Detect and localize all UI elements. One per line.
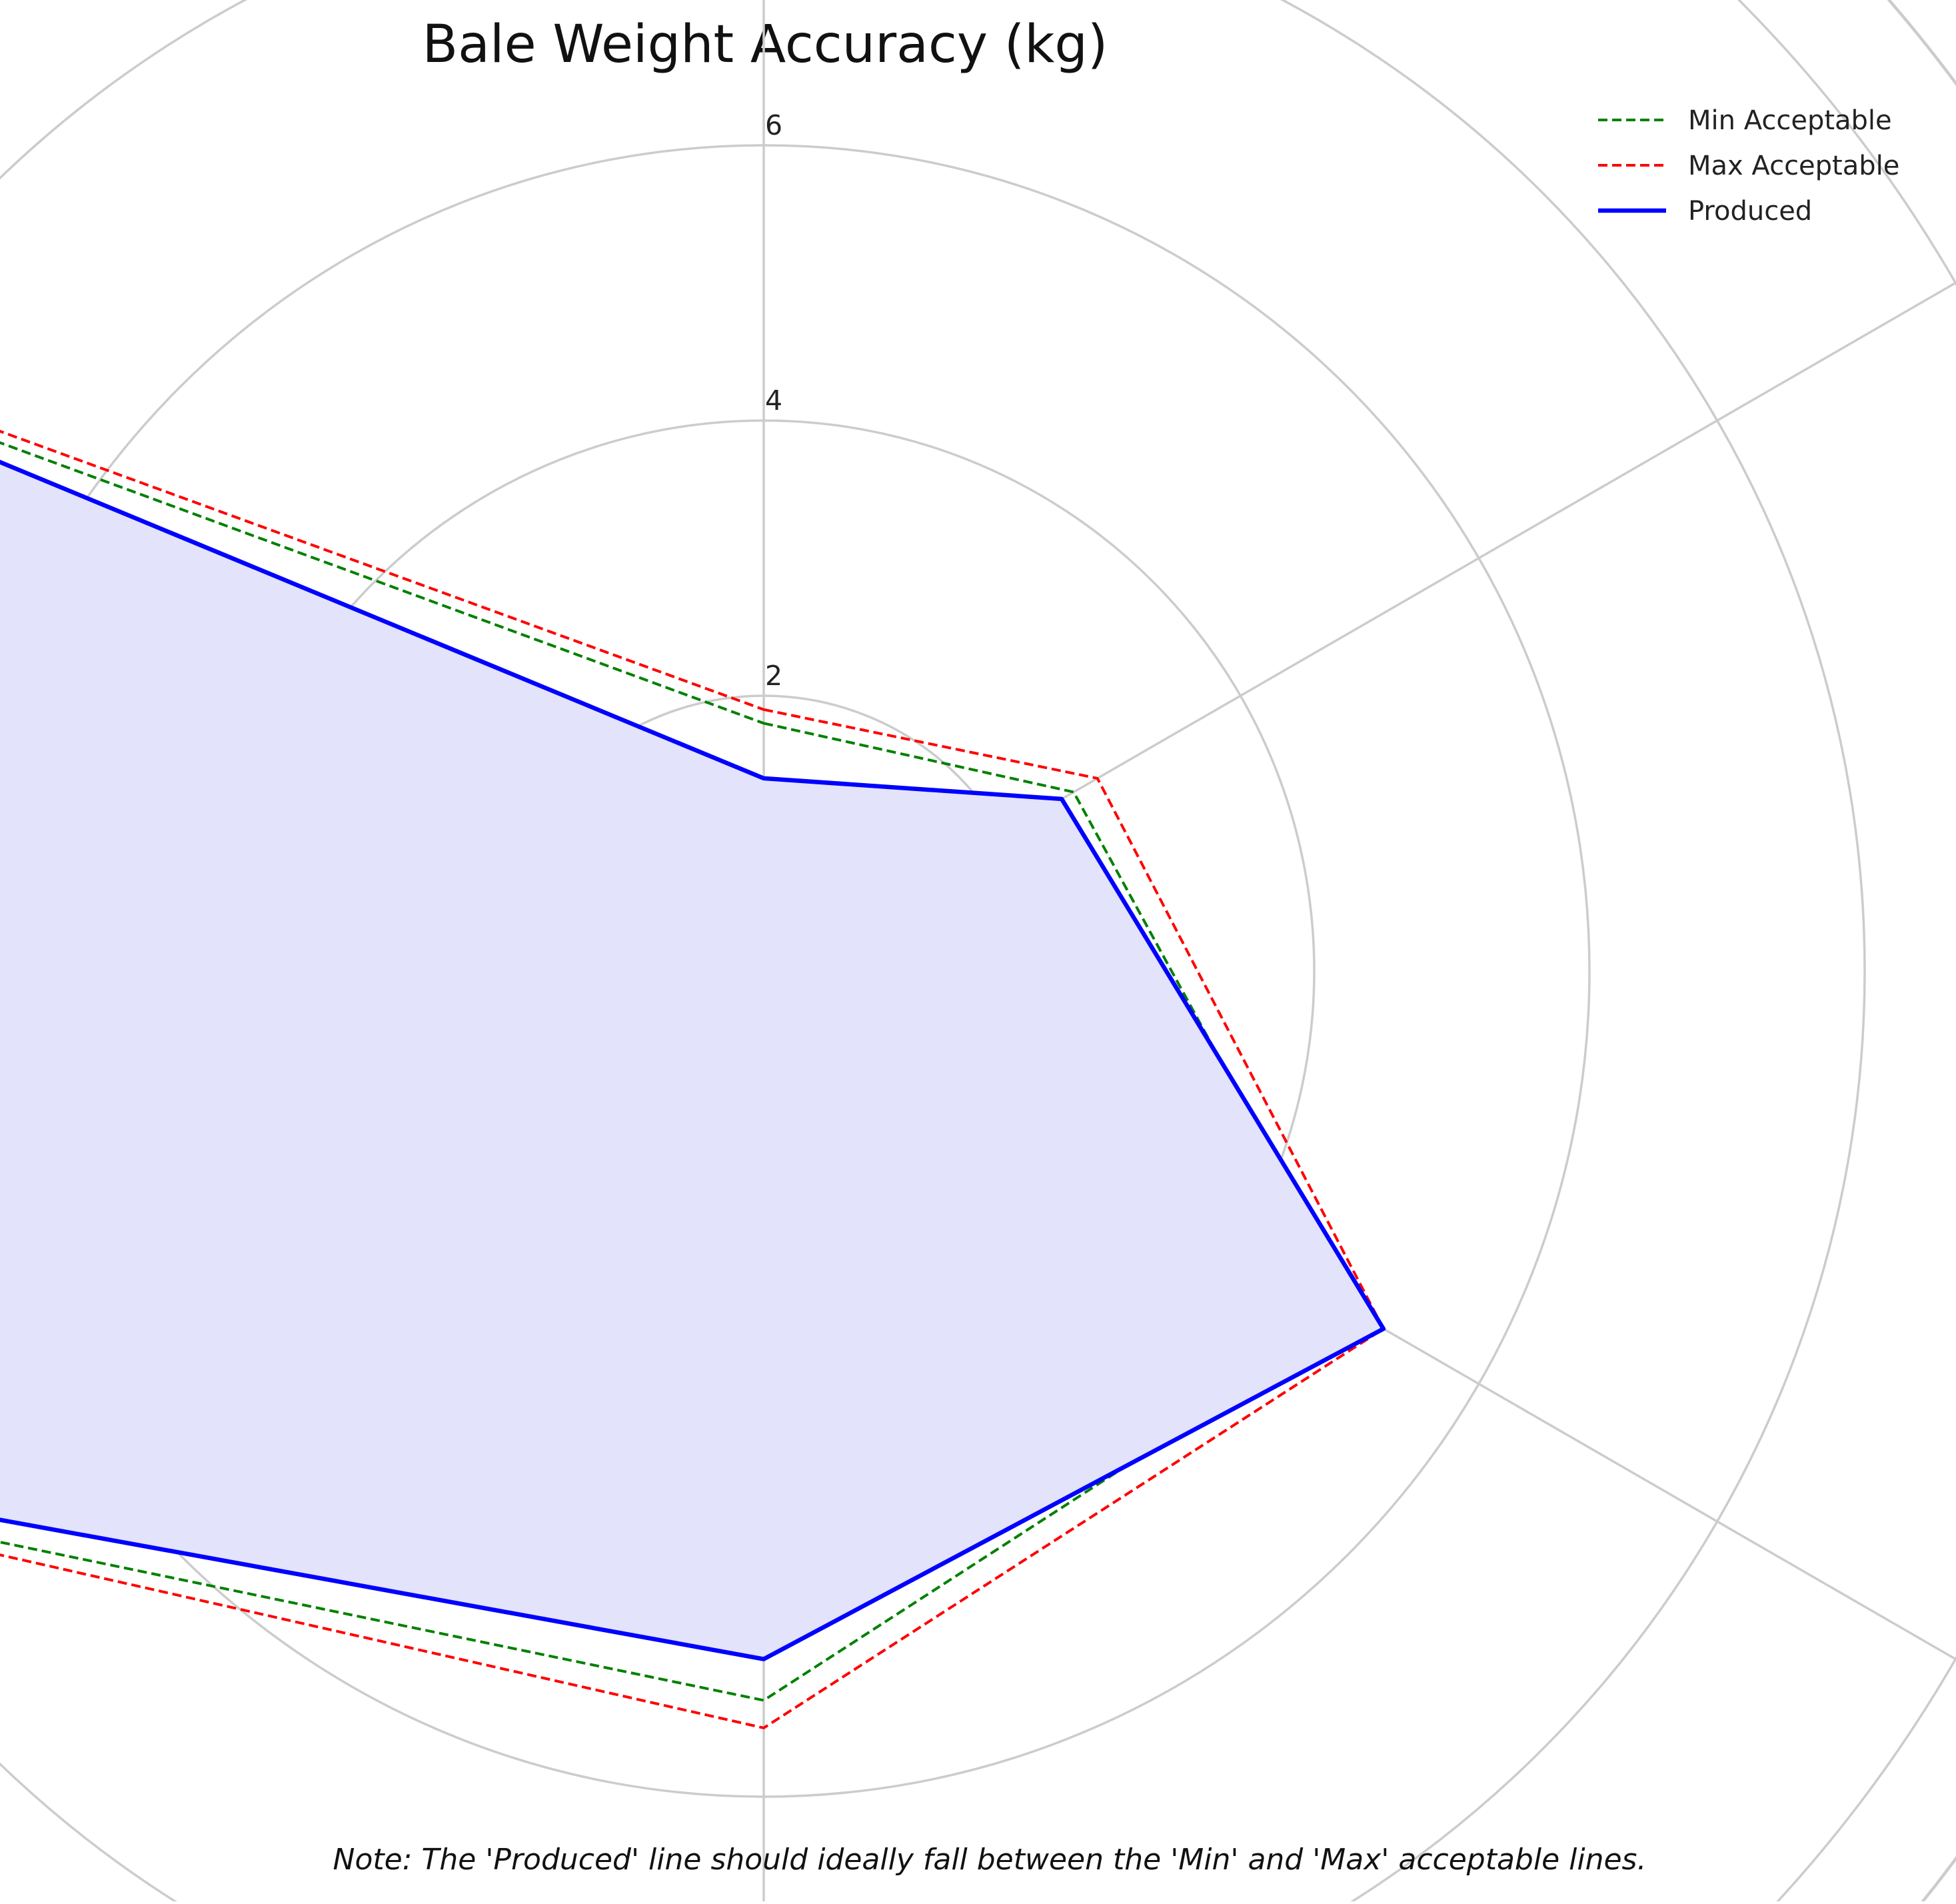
legend-label: Produced xyxy=(1688,196,1812,227)
chart-title: Bale Weight Accuracy (kg) xyxy=(423,15,1108,75)
legend-label: Max Acceptable xyxy=(1688,151,1899,181)
grid-circle xyxy=(0,0,1866,1904)
legend: Min Acceptable Max Acceptable Produced xyxy=(1598,105,1899,227)
legend-label: Min Acceptable xyxy=(1688,105,1892,136)
series-layer xyxy=(0,429,1386,1729)
chart-note: Note: The 'Produced' line should ideally… xyxy=(333,1843,1647,1877)
series-line-max-acceptable xyxy=(0,429,1385,1729)
r-tick-label: 4 xyxy=(765,385,782,417)
r-tick-label: 2 xyxy=(765,660,782,692)
series-line-produced xyxy=(0,459,1386,1661)
r-tick-label: 6 xyxy=(765,109,782,141)
